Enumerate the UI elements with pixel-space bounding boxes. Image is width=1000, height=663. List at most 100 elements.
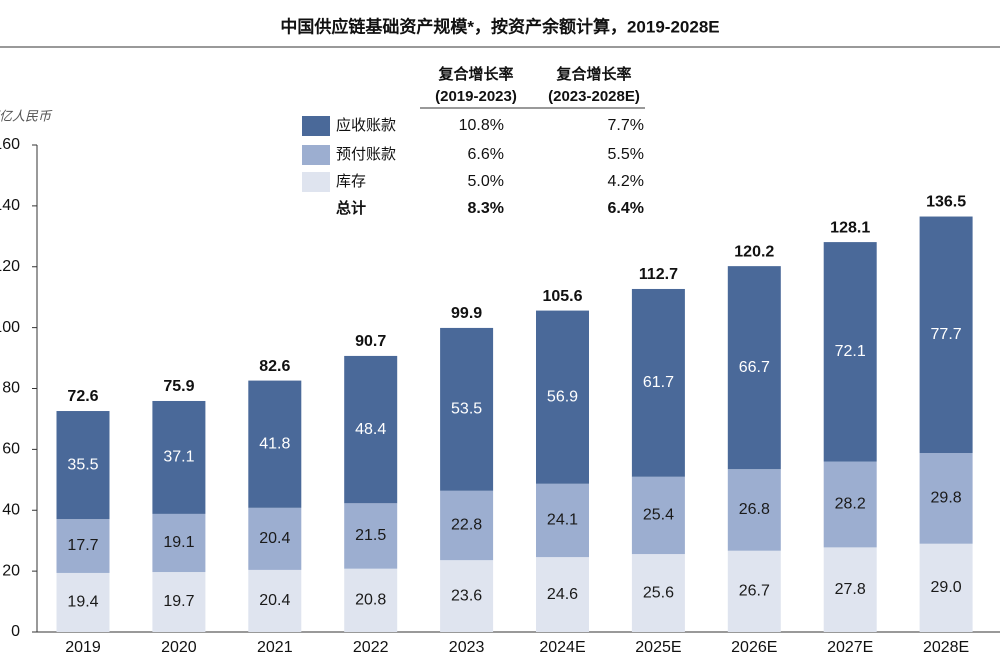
segment-label: 61.7 xyxy=(643,374,674,391)
segment-label: 26.8 xyxy=(739,501,770,518)
total-label: 99.9 xyxy=(451,305,482,322)
bar-segment xyxy=(344,503,398,569)
y-tick-label: 120 xyxy=(0,258,20,275)
segment-label: 24.1 xyxy=(547,512,578,529)
cagr-header: 复合增长率 xyxy=(437,65,513,83)
segment-label: 25.6 xyxy=(643,584,674,601)
cagr-value: 5.0% xyxy=(468,173,504,190)
segment-label: 19.1 xyxy=(163,534,194,551)
x-tick-label: 2020 xyxy=(161,639,197,656)
bar-segment xyxy=(727,469,781,551)
x-tick-label: 2025E xyxy=(635,639,681,656)
y-tick-label: 140 xyxy=(0,197,20,214)
total-label: 75.9 xyxy=(163,378,194,395)
x-tick-label: 2019 xyxy=(65,639,101,656)
total-label: 112.7 xyxy=(639,266,678,283)
segment-label: 20.4 xyxy=(259,592,290,609)
total-cagr: 8.3% xyxy=(468,200,504,217)
bar-segment xyxy=(631,476,685,555)
segment-label: 37.1 xyxy=(163,449,194,466)
total-label: 82.6 xyxy=(259,358,290,375)
bar-segment xyxy=(823,242,877,462)
bar-segment xyxy=(56,572,110,632)
segment-label: 25.4 xyxy=(643,507,674,524)
total-label: 90.7 xyxy=(355,333,386,350)
legend-swatch xyxy=(302,145,330,165)
bar-segment xyxy=(248,507,302,570)
bar-segment xyxy=(152,513,206,573)
bar-segment xyxy=(536,557,589,632)
segment-label: 66.7 xyxy=(739,359,770,376)
segment-label: 56.9 xyxy=(547,388,578,405)
bar-segment xyxy=(56,411,110,520)
y-tick-label: 160 xyxy=(0,136,20,153)
x-tick-label: 2021 xyxy=(257,639,293,656)
x-tick-label: 2024E xyxy=(539,639,585,656)
total-label: 128.1 xyxy=(830,219,870,236)
bar-segment xyxy=(919,453,973,544)
segment-label: 20.8 xyxy=(355,592,386,609)
y-tick-label: 80 xyxy=(2,380,20,397)
legend-label: 库存 xyxy=(336,173,366,190)
segment-label: 21.5 xyxy=(355,527,386,544)
segment-label: 48.4 xyxy=(355,421,386,438)
segment-label: 53.5 xyxy=(451,401,482,418)
segment-label: 41.8 xyxy=(259,435,290,452)
bar-segment xyxy=(440,560,494,632)
bar-segment xyxy=(56,519,110,573)
bar-segment xyxy=(631,554,685,632)
segment-label: 19.4 xyxy=(67,594,98,611)
cagr-value: 10.8% xyxy=(459,117,504,134)
bar-segment xyxy=(919,543,973,632)
total-label: 105.6 xyxy=(542,288,582,305)
segment-label: 24.6 xyxy=(547,586,578,603)
total-row-label: 总计 xyxy=(336,199,366,217)
cagr-value: 6.6% xyxy=(468,146,504,163)
bar-segment xyxy=(248,569,302,632)
legend-label: 应收账款 xyxy=(336,116,396,134)
y-tick-label: 100 xyxy=(0,319,20,336)
bar-segment xyxy=(152,400,206,514)
bar-segment xyxy=(344,568,398,632)
cagr-value: 7.7% xyxy=(608,117,644,134)
legend-label: 预付账款 xyxy=(336,146,396,163)
y-tick-label: 60 xyxy=(2,441,20,458)
bar-segment xyxy=(823,461,877,548)
segment-label: 35.5 xyxy=(67,456,98,473)
cagr-value: 5.5% xyxy=(608,146,644,163)
segment-label: 19.7 xyxy=(163,593,194,610)
segment-label: 29.8 xyxy=(931,490,962,507)
bar-segment xyxy=(536,483,589,558)
bar-segment xyxy=(727,550,781,632)
y-axis-label: 万亿人民币 xyxy=(0,108,53,123)
bar-segment xyxy=(440,327,494,491)
chart-title: 中国供应链基础资产规模*，按资产余额计算，2019-2028E xyxy=(280,16,719,36)
bar-segment xyxy=(344,355,398,504)
cagr-header: 复合增长率 xyxy=(555,65,631,83)
segment-label: 26.7 xyxy=(739,583,770,600)
segment-label: 27.8 xyxy=(835,581,866,598)
bar-segment xyxy=(248,380,302,508)
segment-label: 72.1 xyxy=(835,343,866,360)
segment-label: 22.8 xyxy=(451,517,482,534)
x-tick-label: 2027E xyxy=(827,639,873,656)
legend-swatch xyxy=(302,172,330,192)
y-tick-label: 0 xyxy=(11,623,20,640)
bar-segment xyxy=(152,572,206,632)
total-label: 136.5 xyxy=(926,194,966,211)
segment-label: 77.7 xyxy=(931,326,962,343)
bar-segment xyxy=(919,216,973,454)
segment-label: 28.2 xyxy=(835,496,866,513)
x-tick-label: 2022 xyxy=(353,639,389,656)
total-cagr: 6.4% xyxy=(608,200,644,217)
x-tick-label: 2026E xyxy=(731,639,777,656)
segment-label: 23.6 xyxy=(451,587,482,604)
bar-segment xyxy=(823,547,877,632)
bar-segment xyxy=(440,490,494,561)
y-tick-label: 40 xyxy=(2,501,20,518)
bar-segment xyxy=(727,266,781,470)
total-label: 72.6 xyxy=(67,388,98,405)
cagr-header-period: (2023-2028E) xyxy=(548,88,640,105)
segment-label: 20.4 xyxy=(259,530,290,547)
